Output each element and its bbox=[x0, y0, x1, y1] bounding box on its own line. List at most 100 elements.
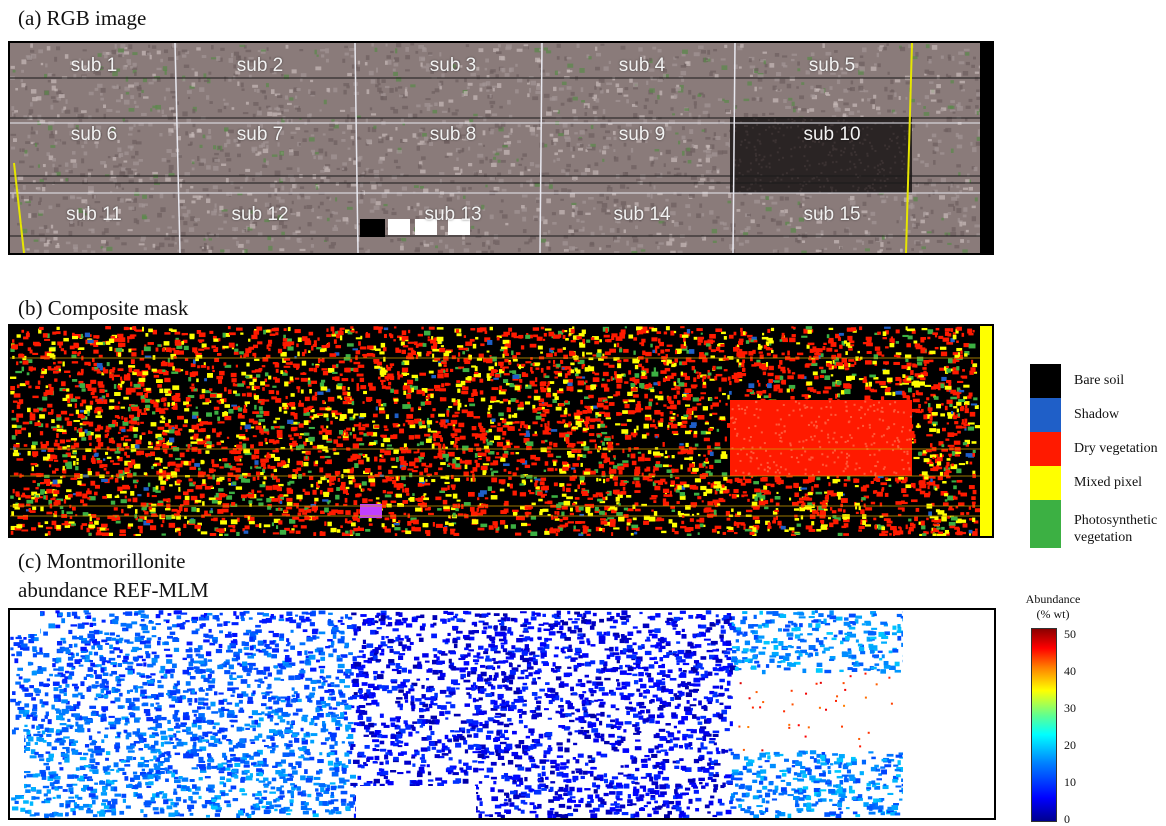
soil-speckle bbox=[51, 79, 57, 84]
soil-speckle bbox=[859, 78, 864, 84]
soil-speckle bbox=[665, 198, 669, 202]
soil-speckle bbox=[307, 119, 311, 123]
soil-speckle bbox=[648, 68, 655, 72]
soil-speckle bbox=[152, 105, 158, 109]
soil-speckle bbox=[493, 239, 496, 245]
soil-speckle bbox=[37, 114, 42, 120]
soil-speckle bbox=[937, 139, 942, 143]
soil-speckle bbox=[324, 164, 331, 167]
soil-speckle bbox=[46, 239, 51, 245]
soil-speckle bbox=[631, 235, 638, 239]
mask-pixel bbox=[941, 448, 949, 452]
soil-speckle bbox=[608, 60, 611, 65]
mask-pixel bbox=[127, 339, 130, 343]
soil-speckle bbox=[577, 138, 583, 141]
dark-plot-speckle bbox=[830, 124, 833, 127]
mask-pixel bbox=[602, 371, 609, 377]
soil-speckle bbox=[266, 47, 269, 51]
soil-speckle bbox=[501, 188, 507, 192]
soil-speckle bbox=[785, 105, 791, 109]
soil-speckle bbox=[332, 227, 339, 232]
soil-speckle bbox=[455, 132, 461, 138]
mask-pixel bbox=[298, 519, 305, 522]
soil-speckle bbox=[437, 250, 444, 253]
mask-pixel bbox=[641, 472, 644, 477]
dark-plot-speckle bbox=[791, 120, 794, 123]
soil-speckle bbox=[968, 186, 973, 191]
soil-speckle bbox=[310, 250, 314, 253]
dark-plot-speckle bbox=[739, 160, 742, 163]
subplot-label: sub 12 bbox=[231, 204, 289, 225]
soil-speckle bbox=[754, 67, 759, 72]
mask-pixel bbox=[334, 416, 338, 420]
soil-speckle bbox=[657, 245, 660, 250]
dark-plot-speckle bbox=[866, 152, 869, 155]
mask-pixel bbox=[943, 471, 950, 477]
soil-speckle bbox=[302, 138, 307, 143]
dark-plot-speckle bbox=[745, 125, 748, 128]
mask-pixel bbox=[106, 494, 112, 499]
soil-speckle bbox=[798, 234, 801, 237]
mask-pixel bbox=[524, 433, 531, 437]
mask-pixel bbox=[471, 392, 474, 397]
soil-speckle bbox=[927, 56, 932, 62]
soil-speckle bbox=[46, 228, 50, 233]
soil-speckle bbox=[689, 148, 696, 153]
mask-pixel bbox=[738, 362, 742, 366]
soil-speckle bbox=[468, 162, 473, 167]
soil-speckle bbox=[244, 215, 249, 219]
dark-plot-speckle bbox=[830, 188, 833, 191]
mask-pixel bbox=[700, 485, 707, 491]
mask-pixel bbox=[655, 461, 661, 466]
soil-speckle bbox=[220, 47, 225, 51]
mask-pixel bbox=[150, 451, 156, 457]
soil-speckle bbox=[486, 74, 490, 78]
soil-speckle bbox=[55, 171, 61, 176]
dark-plot-speckle bbox=[854, 165, 857, 168]
soil-speckle bbox=[656, 232, 662, 236]
soil-speckle bbox=[277, 112, 282, 116]
soil-speckle bbox=[498, 127, 504, 132]
dark-plot-speckle bbox=[818, 123, 821, 126]
mask-pixel bbox=[613, 357, 620, 361]
mask-pixel bbox=[478, 422, 482, 427]
dark-plot-speckle bbox=[870, 127, 873, 130]
soil-speckle bbox=[919, 250, 923, 253]
soil-speckle bbox=[339, 109, 346, 112]
mask-pixel bbox=[355, 331, 358, 334]
mask-pixel bbox=[709, 426, 714, 430]
mask-pixel bbox=[489, 440, 494, 443]
mask-pixel bbox=[554, 511, 557, 515]
soil-speckle bbox=[186, 209, 191, 214]
mask-pixel bbox=[609, 461, 615, 465]
soil-speckle bbox=[593, 98, 596, 102]
soil-speckle bbox=[795, 226, 802, 230]
mask-pixel bbox=[524, 523, 531, 526]
soil-speckle bbox=[867, 98, 872, 102]
soil-speckle bbox=[70, 196, 76, 200]
mask-pixel bbox=[860, 486, 867, 492]
soil-speckle bbox=[507, 169, 512, 175]
soil-speckle bbox=[508, 68, 512, 73]
soil-speckle bbox=[175, 56, 179, 61]
mask-pixel bbox=[297, 512, 302, 516]
mask-pixel bbox=[733, 372, 741, 376]
mask-pixel bbox=[302, 509, 309, 512]
soil-speckle bbox=[294, 183, 298, 188]
soil-speckle bbox=[78, 58, 81, 62]
soil-speckle bbox=[96, 125, 102, 130]
soil-speckle bbox=[962, 214, 967, 218]
soil-speckle bbox=[698, 45, 704, 49]
mask-pixel bbox=[444, 372, 449, 378]
dark-plot-speckle bbox=[760, 173, 763, 176]
soil-speckle bbox=[911, 223, 916, 228]
mask-pixel bbox=[41, 408, 47, 412]
mask-pixel bbox=[385, 386, 391, 390]
mask-pixel bbox=[740, 522, 745, 526]
soil-speckle bbox=[819, 67, 824, 71]
dark-plot-speckle bbox=[774, 179, 777, 182]
soil-speckle bbox=[616, 227, 620, 233]
mask-pixel bbox=[427, 512, 434, 516]
soil-speckle bbox=[335, 182, 339, 186]
soil-speckle bbox=[515, 63, 518, 67]
